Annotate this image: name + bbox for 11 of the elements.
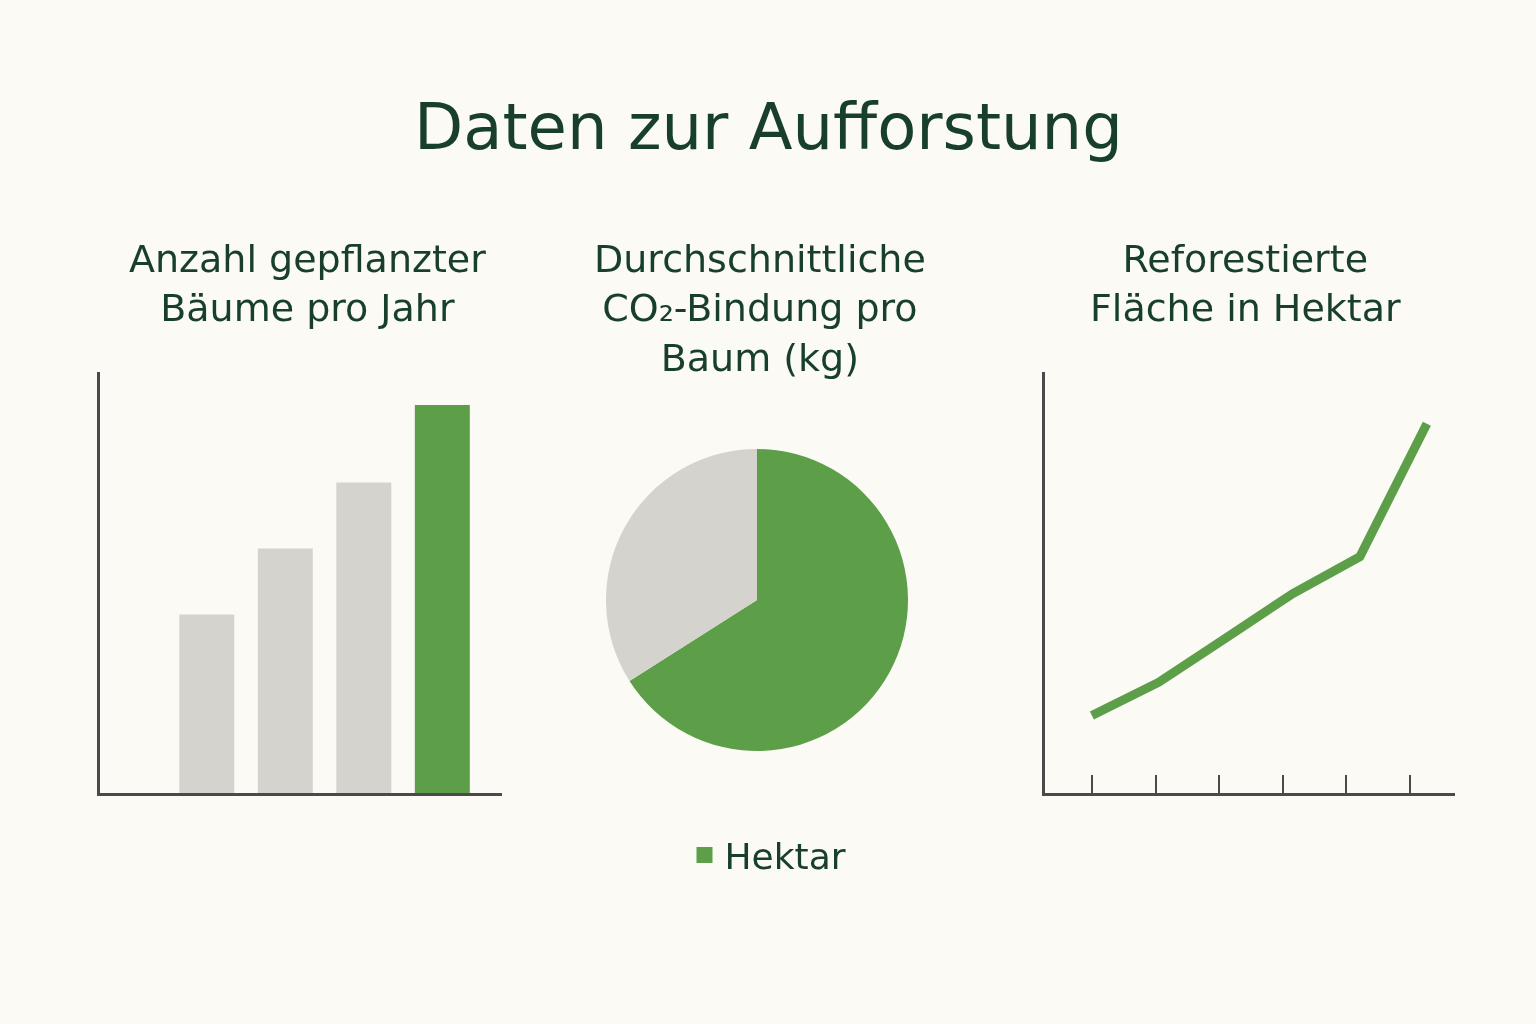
text: Daten zur Aufforstung bbox=[414, 90, 1123, 164]
chart-title: Reforestierte Fläche in Hektar bbox=[1090, 237, 1401, 331]
pie-slice bbox=[606, 449, 757, 681]
legend-label: Hektar bbox=[724, 835, 846, 877]
bar bbox=[179, 614, 235, 793]
bar bbox=[336, 482, 392, 793]
chart-title: Durchschnittliche CO₂-Bindung pro Baum (kg) bbox=[594, 237, 926, 380]
pie-slice bbox=[629, 449, 908, 751]
bar bbox=[414, 404, 470, 793]
chart-title: Anzahl gepflanzter Bäume pro Jahr bbox=[129, 237, 487, 331]
bar bbox=[257, 548, 313, 793]
